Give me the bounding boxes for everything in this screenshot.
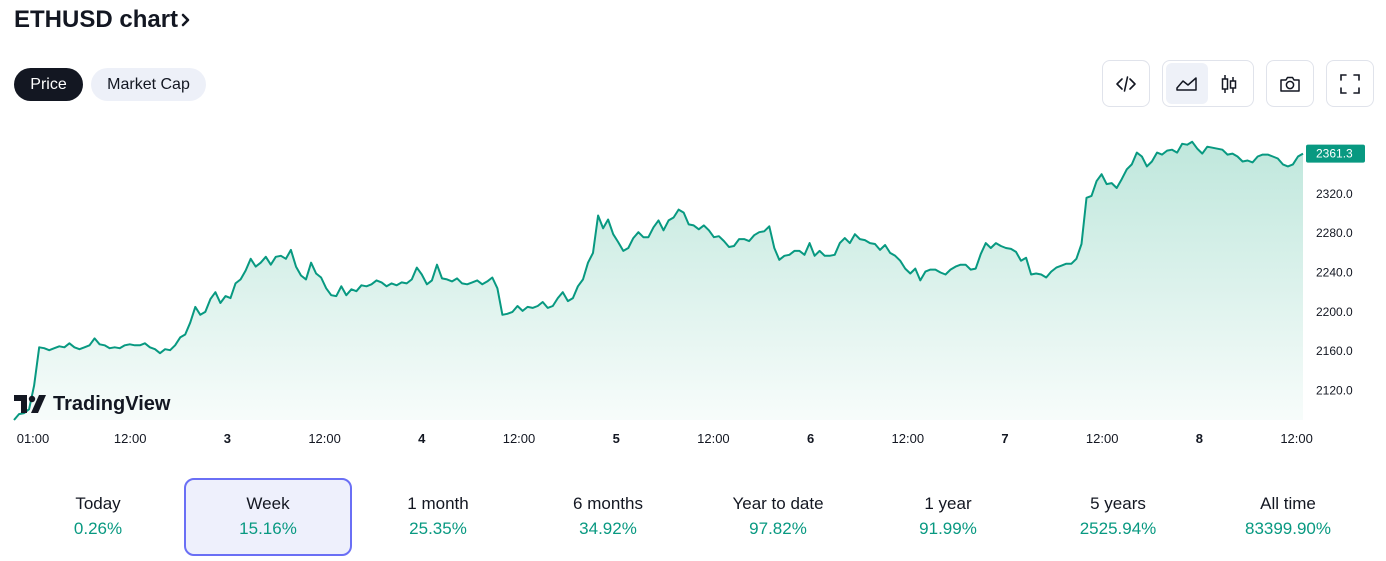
- x-tick-label: 7: [1001, 431, 1008, 446]
- range-tab-label: Week: [246, 494, 290, 513]
- price-line: [13, 140, 1304, 421]
- range-tab-change: 15.16%: [239, 519, 297, 538]
- embed-code-icon: [1116, 75, 1136, 92]
- range-tab-label: All time: [1260, 494, 1316, 513]
- range-tab-label: 5 years: [1090, 494, 1146, 513]
- price-toggle[interactable]: Price: [14, 68, 83, 101]
- x-tick-label: 5: [613, 431, 620, 446]
- range-tab-6-months[interactable]: 6 months 34.92%: [524, 478, 692, 556]
- x-tick-label: 12:00: [308, 431, 341, 446]
- x-tick-label: 8: [1196, 431, 1203, 446]
- x-tick-label: 4: [418, 431, 426, 446]
- chart-title-text[interactable]: ETHUSD chart: [14, 6, 179, 33]
- x-tick-label: 12:00: [1086, 431, 1119, 446]
- area-chart-button[interactable]: [1166, 63, 1208, 104]
- y-tick-label: 2240.0: [1316, 266, 1353, 280]
- x-tick-label: 12:00: [697, 431, 730, 446]
- y-tick-label: 2120.0: [1316, 384, 1353, 398]
- chart-style-group: [1162, 60, 1254, 107]
- area-chart-icon: [1176, 76, 1197, 91]
- x-tick-label: 12:00: [503, 431, 536, 446]
- x-tick-label: 3: [224, 431, 231, 446]
- range-tab-change: 2525.94%: [1079, 519, 1157, 538]
- y-tick-label: 2320.0: [1316, 187, 1353, 201]
- x-tick-label: 12:00: [892, 431, 925, 446]
- fullscreen-icon: [1340, 73, 1360, 94]
- y-tick-label: 2200.0: [1316, 305, 1353, 319]
- screenshot-button[interactable]: [1266, 60, 1314, 107]
- range-tab-change: 25.35%: [409, 519, 467, 538]
- fullscreen-button[interactable]: [1326, 60, 1374, 107]
- range-tab-label: 6 months: [573, 494, 643, 513]
- price-chart[interactable]: 2320.0 2280.0 2240.0 2200.0 2160.0 2120.0 01:…: [0, 120, 1386, 460]
- x-tick-label: 12:00: [1280, 431, 1313, 446]
- range-tab-week[interactable]: Week 15.16%: [184, 478, 352, 556]
- range-tab-label: Year to date: [732, 494, 824, 513]
- range-tab-1-month[interactable]: 1 month 25.35%: [354, 478, 522, 556]
- last-price-label: 2361.3: [1316, 147, 1353, 161]
- range-tab-label: 1 month: [407, 494, 469, 513]
- range-tab-all-time[interactable]: All time 83399.90%: [1204, 478, 1372, 556]
- range-tabs: Today 0.26% Week 15.16% 1 month 25.35% 6 month…: [14, 478, 1374, 556]
- last-price-badge: [1306, 144, 1365, 163]
- range-tab-label: 1 year: [924, 494, 972, 513]
- y-tick-label: 2280.0: [1316, 226, 1353, 240]
- x-tick-label: 01:00: [17, 431, 50, 446]
- price-area-fill: [14, 141, 1303, 421]
- camera-icon: [1280, 76, 1300, 92]
- chart-title[interactable]: ETHUSD chart: [14, 2, 192, 38]
- y-tick-label: 2160.0: [1316, 344, 1353, 358]
- x-tick-label: 12:00: [114, 431, 147, 446]
- range-tab-change: 91.99%: [919, 519, 977, 538]
- range-tab-label: Today: [75, 494, 121, 513]
- tradingview-logo-icon: [14, 395, 46, 413]
- candlestick-button[interactable]: [1208, 63, 1250, 104]
- range-tab-change: 0.26%: [73, 519, 123, 538]
- embed-code-button[interactable]: [1102, 60, 1150, 107]
- x-tick-label: 6: [807, 431, 814, 446]
- range-tab-change: 97.82%: [749, 519, 807, 538]
- chevron-right-icon[interactable]: [180, 11, 192, 29]
- range-tab-change: 34.92%: [579, 519, 637, 538]
- range-tab-change: 83399.90%: [1244, 519, 1332, 538]
- tradingview-logo-text: TradingView: [53, 392, 171, 415]
- market-cap-toggle[interactable]: Market Cap: [91, 68, 206, 101]
- range-tab-year-to-date[interactable]: Year to date 97.82%: [694, 478, 862, 556]
- tradingview-logo[interactable]: TradingView: [14, 390, 170, 418]
- range-tab-5-years[interactable]: 5 years 2525.94%: [1034, 478, 1202, 556]
- range-tab-1-year[interactable]: 1 year 91.99%: [864, 478, 1032, 556]
- candlestick-icon: [1221, 74, 1237, 93]
- range-tab-today[interactable]: Today 0.26%: [14, 478, 182, 556]
